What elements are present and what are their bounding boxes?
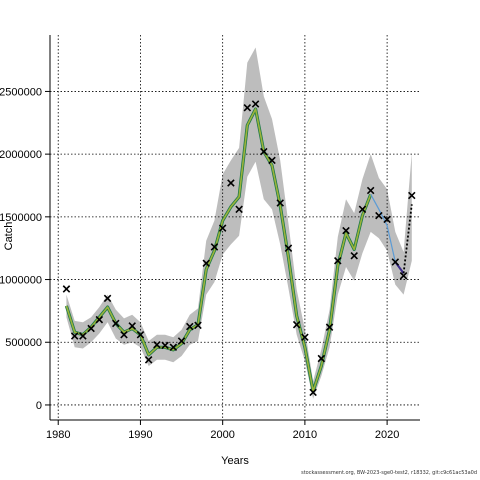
- observed-point: [194, 321, 202, 330]
- observed-point: [95, 315, 104, 324]
- observed-point: [103, 294, 112, 303]
- observed-point: [309, 388, 317, 397]
- y-tick-label: 1500000: [0, 212, 42, 224]
- observed-point: [301, 333, 309, 341]
- observed-point: [177, 337, 186, 345]
- observed-point: [399, 272, 408, 280]
- observed-point: [120, 330, 128, 339]
- y-tick-label: 1000000: [0, 275, 42, 287]
- axis-layer: 1980 1990 2000 2010 2020 0 500000 1000000 150000…: [0, 35, 420, 441]
- observed-point: [210, 243, 219, 251]
- observed-point: [227, 179, 235, 187]
- footer-attribution: stockassessment.org, BW-2023-sge0-test2,…: [301, 470, 477, 476]
- observed-marker-layer: [62, 100, 416, 397]
- x-tick-label: 2000: [210, 429, 234, 441]
- observed-point: [366, 186, 375, 195]
- observed-point: [235, 205, 243, 214]
- observed-point: [169, 343, 178, 352]
- observed-point: [284, 244, 293, 252]
- forecast-line: [402, 204, 413, 274]
- observed-point: [186, 322, 194, 331]
- x-axis-title: Years: [221, 455, 249, 467]
- y-axis-title: Catch: [3, 222, 15, 251]
- x-tick-label: 2020: [375, 429, 399, 441]
- x-tick-label: 1990: [128, 429, 152, 441]
- observed-point: [334, 256, 342, 265]
- observed-point: [292, 320, 301, 329]
- observed-point: [251, 100, 260, 108]
- observed-point: [358, 205, 367, 214]
- confidence-band-layer: [66, 47, 412, 399]
- observed-point: [375, 211, 383, 220]
- y-tick-label: 0: [36, 400, 42, 412]
- observed-point: [260, 147, 268, 156]
- observed-point: [112, 319, 120, 328]
- observed-point: [268, 156, 276, 165]
- observed-point: [87, 324, 95, 333]
- observed-point: [153, 340, 161, 349]
- observed-point: [62, 285, 71, 293]
- observed-point: [391, 258, 400, 266]
- observed-point: [408, 191, 416, 200]
- observed-point: [350, 251, 358, 260]
- observed-point: [243, 103, 252, 112]
- observed-point: [136, 330, 145, 339]
- x-tick-label: 2010: [293, 429, 317, 441]
- x-tick-label: 1980: [46, 429, 70, 441]
- observed-point: [144, 356, 153, 364]
- observed-point: [79, 332, 87, 340]
- observed-point: [202, 259, 210, 268]
- y-tick-label: 2500000: [0, 86, 42, 98]
- observed-point: [317, 354, 326, 363]
- y-tick-label: 500000: [5, 337, 42, 349]
- observed-point: [276, 199, 284, 207]
- observed-point: [342, 226, 350, 235]
- observed-point: [218, 224, 227, 232]
- observed-point: [383, 215, 391, 224]
- confidence-band: [66, 47, 412, 399]
- y-tick-label: 2000000: [0, 149, 42, 161]
- observed-point: [161, 341, 169, 350]
- observed-point: [325, 323, 334, 331]
- observed-point: [128, 322, 136, 330]
- observed-point: [70, 332, 79, 340]
